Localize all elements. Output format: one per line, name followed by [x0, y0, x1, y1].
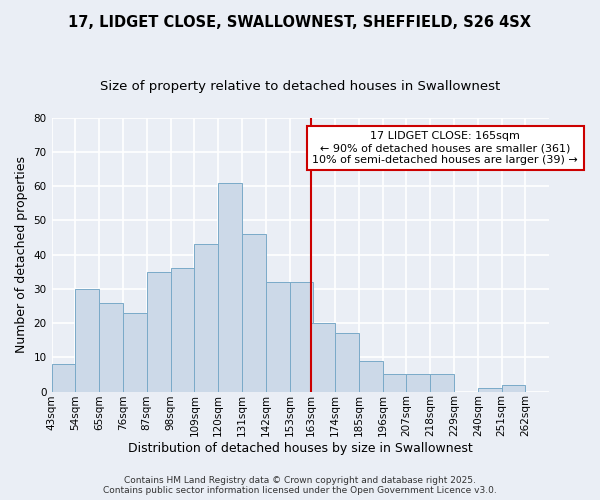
- Bar: [123, 313, 147, 392]
- Bar: [194, 244, 218, 392]
- Bar: [383, 374, 406, 392]
- Bar: [290, 282, 313, 392]
- Text: 17, LIDGET CLOSE, SWALLOWNEST, SHEFFIELD, S26 4SX: 17, LIDGET CLOSE, SWALLOWNEST, SHEFFIELD…: [68, 15, 532, 30]
- Bar: [430, 374, 454, 392]
- Bar: [218, 183, 242, 392]
- Bar: [76, 289, 99, 392]
- Bar: [147, 272, 170, 392]
- Bar: [266, 282, 290, 392]
- Text: Contains HM Land Registry data © Crown copyright and database right 2025.
Contai: Contains HM Land Registry data © Crown c…: [103, 476, 497, 495]
- Bar: [311, 323, 335, 392]
- Bar: [242, 234, 266, 392]
- Bar: [99, 302, 123, 392]
- Bar: [502, 384, 526, 392]
- Bar: [52, 364, 76, 392]
- Bar: [406, 374, 430, 392]
- Bar: [359, 360, 383, 392]
- Y-axis label: Number of detached properties: Number of detached properties: [15, 156, 28, 353]
- Bar: [478, 388, 502, 392]
- X-axis label: Distribution of detached houses by size in Swallownest: Distribution of detached houses by size …: [128, 442, 473, 455]
- Bar: [335, 334, 359, 392]
- Bar: [170, 268, 194, 392]
- Title: Size of property relative to detached houses in Swallownest: Size of property relative to detached ho…: [100, 80, 500, 93]
- Text: 17 LIDGET CLOSE: 165sqm
← 90% of detached houses are smaller (361)
10% of semi-d: 17 LIDGET CLOSE: 165sqm ← 90% of detache…: [313, 132, 578, 164]
